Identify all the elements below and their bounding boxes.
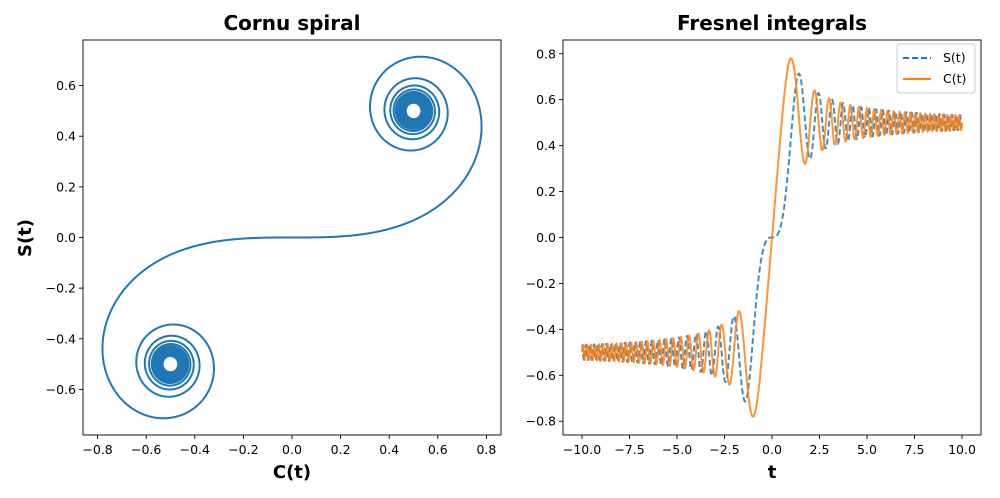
right-x-tick-label: 2.5 [810,442,830,457]
left-x-tick-label: −0.8 [82,442,112,457]
left-y-axis-label: S(t) [15,219,36,257]
right-y-tick-label: −0.6 [526,368,556,383]
right-x-tick-label: 10.0 [948,442,976,457]
left-x-tick-label: 0.8 [476,442,496,457]
left-y-tick-label: 0.4 [56,129,76,144]
right-y-tick-label: 0.4 [536,138,556,153]
left-x-ticks: −0.8 −0.6 −0.4 −0.2 0.0 0.2 0.4 0.6 0.8 [82,435,496,457]
right-x-tick-label: −10.0 [563,442,601,457]
right-x-tick-label: 7.5 [905,442,925,457]
right-x-tick-label: 5.0 [857,442,877,457]
left-x-tick-label: 0.0 [282,442,302,457]
right-chart-title: Fresnel integrals [677,11,867,35]
right-y-ticks: −0.8 −0.6 −0.4 −0.2 0.0 0.2 0.4 0.6 0.8 [526,46,563,429]
right-y-tick-label: 0.8 [536,46,556,61]
left-y-tick-label: 0.6 [56,78,76,93]
left-x-tick-label: 0.4 [379,442,399,457]
right-x-axis-label: t [768,462,777,483]
legend: S(t) C(t) [896,43,976,94]
right-x-tick-label: 0.0 [762,442,782,457]
left-y-ticks: −0.6 −0.4 −0.2 0.0 0.2 0.4 0.6 [46,78,83,397]
left-x-tick-label: −0.6 [131,442,161,457]
right-x-tick-label: −7.5 [614,442,644,457]
left-x-tick-label: −0.2 [228,442,258,457]
left-y-tick-label: −0.2 [46,281,76,296]
right-y-tick-label: −0.2 [526,276,556,291]
cornu-spiral-curve [101,55,483,420]
right-x-ticks: −10.0 −7.5 −5.0 −2.5 0.0 2.5 5.0 7.5 10.0 [563,435,976,457]
left-y-tick-label: −0.6 [46,382,76,397]
fresnel-integrals-panel: Fresnel integrals −10.0 −7.5 −5.0 −2.5 0.0 2.… [526,11,982,483]
left-x-tick-label: −0.4 [180,442,210,457]
left-y-tick-label: 0.0 [56,230,76,245]
right-x-tick-label: −5.0 [662,442,692,457]
right-y-tick-label: −0.4 [526,322,556,337]
legend-box [896,43,976,94]
left-x-axis-label: C(t) [273,462,311,483]
left-x-tick-label: 0.6 [428,442,448,457]
series-c-line [581,57,963,418]
right-y-tick-label: 0.2 [536,184,556,199]
right-y-tick-label: 0.6 [536,92,556,107]
left-chart-title: Cornu spiral [223,11,360,35]
left-y-tick-label: 0.2 [56,179,76,194]
legend-label-s: S(t) [943,50,966,65]
right-y-tick-label: −0.8 [526,414,556,429]
right-y-tick-label: 0.0 [536,230,556,245]
right-x-tick-label: −2.5 [709,442,739,457]
legend-label-c: C(t) [943,71,966,86]
left-y-tick-label: −0.4 [46,331,76,346]
cornu-spiral-panel: Cornu spiral −0.8 −0.6 −0.4 −0.2 0.0 0.2 0.4 0.… [15,11,502,483]
left-axes-frame [82,39,502,436]
right-axes-frame [562,39,982,436]
left-x-tick-label: 0.2 [331,442,351,457]
